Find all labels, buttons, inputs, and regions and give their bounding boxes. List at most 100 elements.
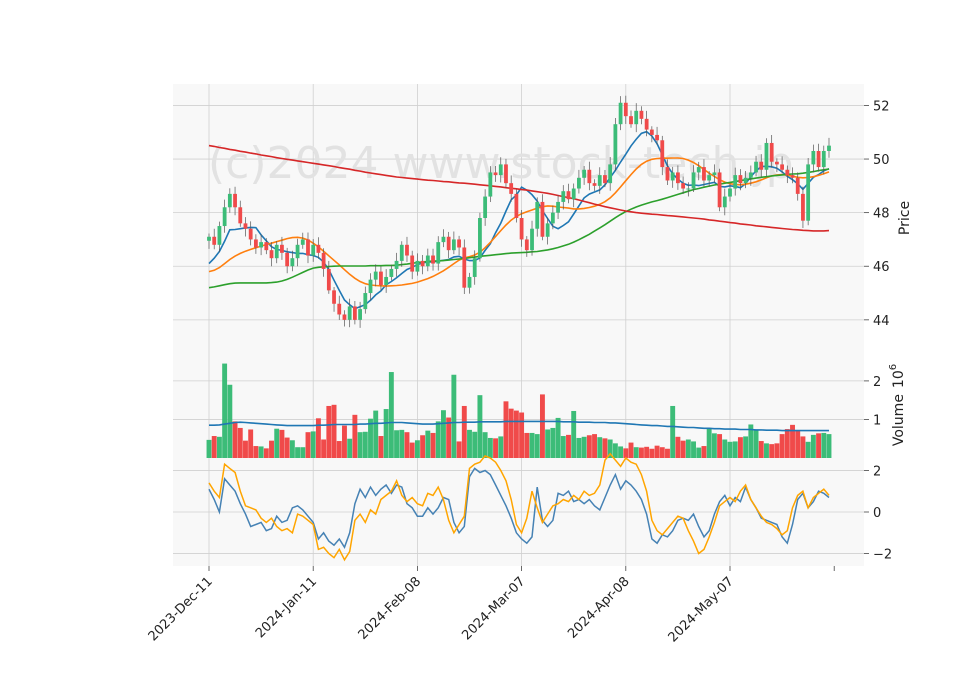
volume-bar-down — [237, 427, 243, 458]
candle-body-down — [769, 142, 774, 162]
volume-bar-up — [810, 434, 816, 458]
volume-bar-down — [659, 447, 665, 458]
candle-body-down — [253, 239, 258, 248]
volume-bar-down — [784, 429, 790, 458]
volume-bar-down — [326, 405, 332, 458]
volume-bar-up — [227, 384, 233, 458]
candle-body-up — [451, 239, 456, 251]
volume-bar-down — [493, 438, 498, 458]
volume-bar-down — [409, 442, 415, 458]
candle-body-up — [488, 172, 493, 197]
candle-body-up — [707, 175, 712, 181]
candle-body-down — [660, 140, 665, 168]
candle-body-up — [806, 164, 811, 221]
candle-body-down — [639, 110, 644, 119]
candle-body-down — [337, 303, 342, 315]
candle-body-up — [556, 201, 560, 213]
volume-bar-up — [206, 439, 212, 458]
candle-body-down — [410, 255, 415, 272]
candle-body-up — [227, 193, 232, 208]
candle-body-up — [300, 239, 305, 245]
oscillator-lines — [208, 452, 830, 562]
volume-bar-up — [550, 427, 556, 458]
volume-bar-up — [555, 417, 561, 458]
oscillator-panel: −2 0 2 — [173, 452, 892, 566]
candle-body-down — [405, 244, 409, 256]
volume-bar-down — [539, 394, 545, 458]
volume-panel: 12 Volume106 — [173, 352, 907, 458]
candle-body-down — [285, 252, 290, 267]
candle-body-down — [738, 175, 743, 184]
price-panel-background — [173, 84, 864, 352]
volume-bar-up — [722, 439, 728, 458]
oscillator-y-ticks: −2 0 2 — [864, 464, 892, 563]
candle-body-down — [780, 164, 784, 170]
candle-body-up — [217, 226, 222, 245]
candle-body-up — [670, 172, 675, 181]
candle-body-down — [540, 201, 545, 237]
x-axis-ticks: 2023-Dec-11 2024-Jan-11 2024-Feb-08 2024-Ma… — [146, 566, 835, 645]
candle-body-up — [561, 191, 566, 202]
volume-bar-up — [711, 433, 717, 458]
candle-body-up — [347, 306, 352, 320]
candle-body-down — [321, 252, 326, 269]
volume-bar-down — [816, 433, 822, 458]
candle-body-up — [764, 142, 769, 170]
candle-body-down — [519, 218, 524, 240]
y-tick-label: 48 — [873, 207, 890, 222]
volume-bar-down — [779, 434, 785, 458]
candle-body-up — [274, 244, 279, 259]
candlesticks — [207, 95, 831, 328]
volume-bar-up — [560, 436, 566, 458]
candle-body-down — [644, 118, 649, 130]
volume-bar-up — [477, 395, 483, 458]
volume-bar-down — [680, 440, 686, 458]
candle-body-up — [368, 279, 373, 294]
volume-y-ticks: 12 — [864, 375, 881, 428]
y-tick-label: 44 — [873, 314, 890, 329]
candle-body-up — [399, 244, 404, 261]
candle-body-up — [545, 223, 550, 237]
volume-bar-up — [706, 427, 712, 458]
x-tick-label: 2023-Dec-11 — [146, 574, 216, 644]
candle-body-down — [790, 175, 795, 178]
candle-body-up — [608, 164, 613, 184]
volume-bar-down — [211, 436, 217, 458]
volume-bar-up — [581, 436, 587, 458]
candle-body-up — [618, 102, 623, 125]
volume-bar-up — [258, 446, 264, 458]
volume-bar-down — [461, 405, 467, 458]
candle-body-down — [264, 242, 269, 251]
candle-body-up — [441, 236, 446, 243]
oscillator-gridlines — [173, 458, 864, 566]
volume-bar-up — [487, 437, 493, 458]
candle-body-down — [629, 116, 633, 125]
candle-body-down — [504, 164, 508, 184]
candle-body-down — [431, 255, 435, 264]
candle-body-up — [686, 188, 691, 190]
candle-body-down — [592, 183, 597, 186]
volume-bar-up — [805, 441, 811, 458]
candle-body-up — [722, 196, 727, 208]
volume-bar-up — [368, 418, 373, 458]
candle-body-up — [498, 164, 503, 176]
candle-body-down — [316, 244, 321, 253]
candle-body-up — [550, 212, 555, 224]
volume-bar-down — [456, 441, 462, 458]
volume-bar-down — [701, 446, 707, 458]
candle-body-up — [811, 151, 816, 165]
candle-body-up — [577, 177, 581, 189]
volume-bar-down — [790, 424, 795, 458]
volume-bar-up — [394, 430, 400, 458]
volume-bar-up — [696, 447, 702, 458]
volume-bar-up — [576, 437, 582, 458]
candle-body-down — [816, 151, 821, 168]
volume-bar-up — [670, 405, 676, 458]
price-y-ticks: 44 46 48 50 52 — [864, 99, 890, 329]
volume-bar-up — [383, 409, 389, 458]
volume-bar-up — [347, 438, 353, 458]
candle-body-up — [754, 161, 758, 173]
volume-bar-down — [342, 425, 347, 458]
candle-body-up — [290, 258, 295, 267]
